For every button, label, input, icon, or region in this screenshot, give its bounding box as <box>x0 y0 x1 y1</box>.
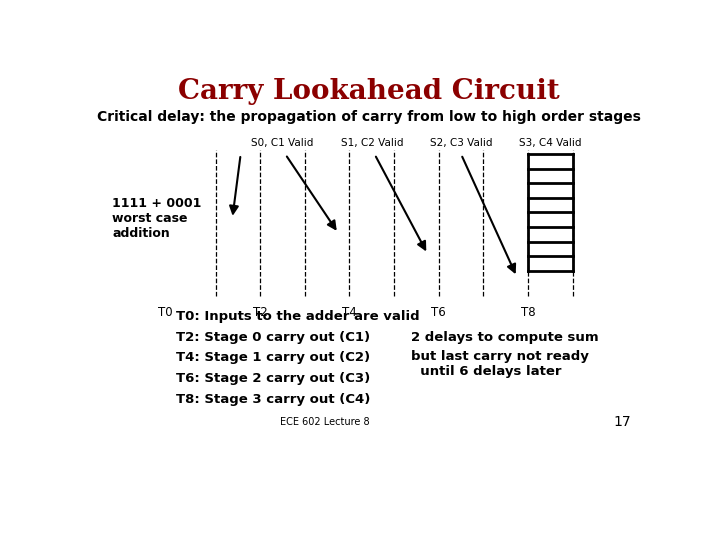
Text: Critical delay: the propagation of carry from low to high order stages: Critical delay: the propagation of carry… <box>97 110 641 124</box>
Text: S3, C4 Valid: S3, C4 Valid <box>519 138 582 148</box>
Text: T8: Stage 3 carry out (C4): T8: Stage 3 carry out (C4) <box>176 393 371 406</box>
Text: S1, C2 Valid: S1, C2 Valid <box>341 138 403 148</box>
Text: S2, C3 Valid: S2, C3 Valid <box>430 138 492 148</box>
Text: T4: Stage 1 carry out (C2): T4: Stage 1 carry out (C2) <box>176 352 371 365</box>
Text: T0: Inputs to the adder are valid: T0: Inputs to the adder are valid <box>176 310 420 323</box>
Text: Carry Lookahead Circuit: Carry Lookahead Circuit <box>178 78 560 105</box>
Text: T8: T8 <box>521 306 536 319</box>
Text: T0: T0 <box>158 306 173 319</box>
Text: 1111 + 0001
worst case
addition: 1111 + 0001 worst case addition <box>112 197 202 240</box>
Text: T6: Stage 2 carry out (C3): T6: Stage 2 carry out (C3) <box>176 372 371 385</box>
Text: 2 delays to compute sum: 2 delays to compute sum <box>411 330 598 343</box>
Text: S0, C1 Valid: S0, C1 Valid <box>251 138 314 148</box>
Text: T2: T2 <box>253 306 268 319</box>
Text: but last carry not ready
  until 6 delays later: but last carry not ready until 6 delays … <box>411 350 589 378</box>
Text: 17: 17 <box>613 415 631 429</box>
Text: T6: T6 <box>431 306 446 319</box>
Text: T2: Stage 0 carry out (C1): T2: Stage 0 carry out (C1) <box>176 330 371 343</box>
Text: T4: T4 <box>342 306 357 319</box>
Text: ECE 602 Lecture 8: ECE 602 Lecture 8 <box>279 417 369 427</box>
